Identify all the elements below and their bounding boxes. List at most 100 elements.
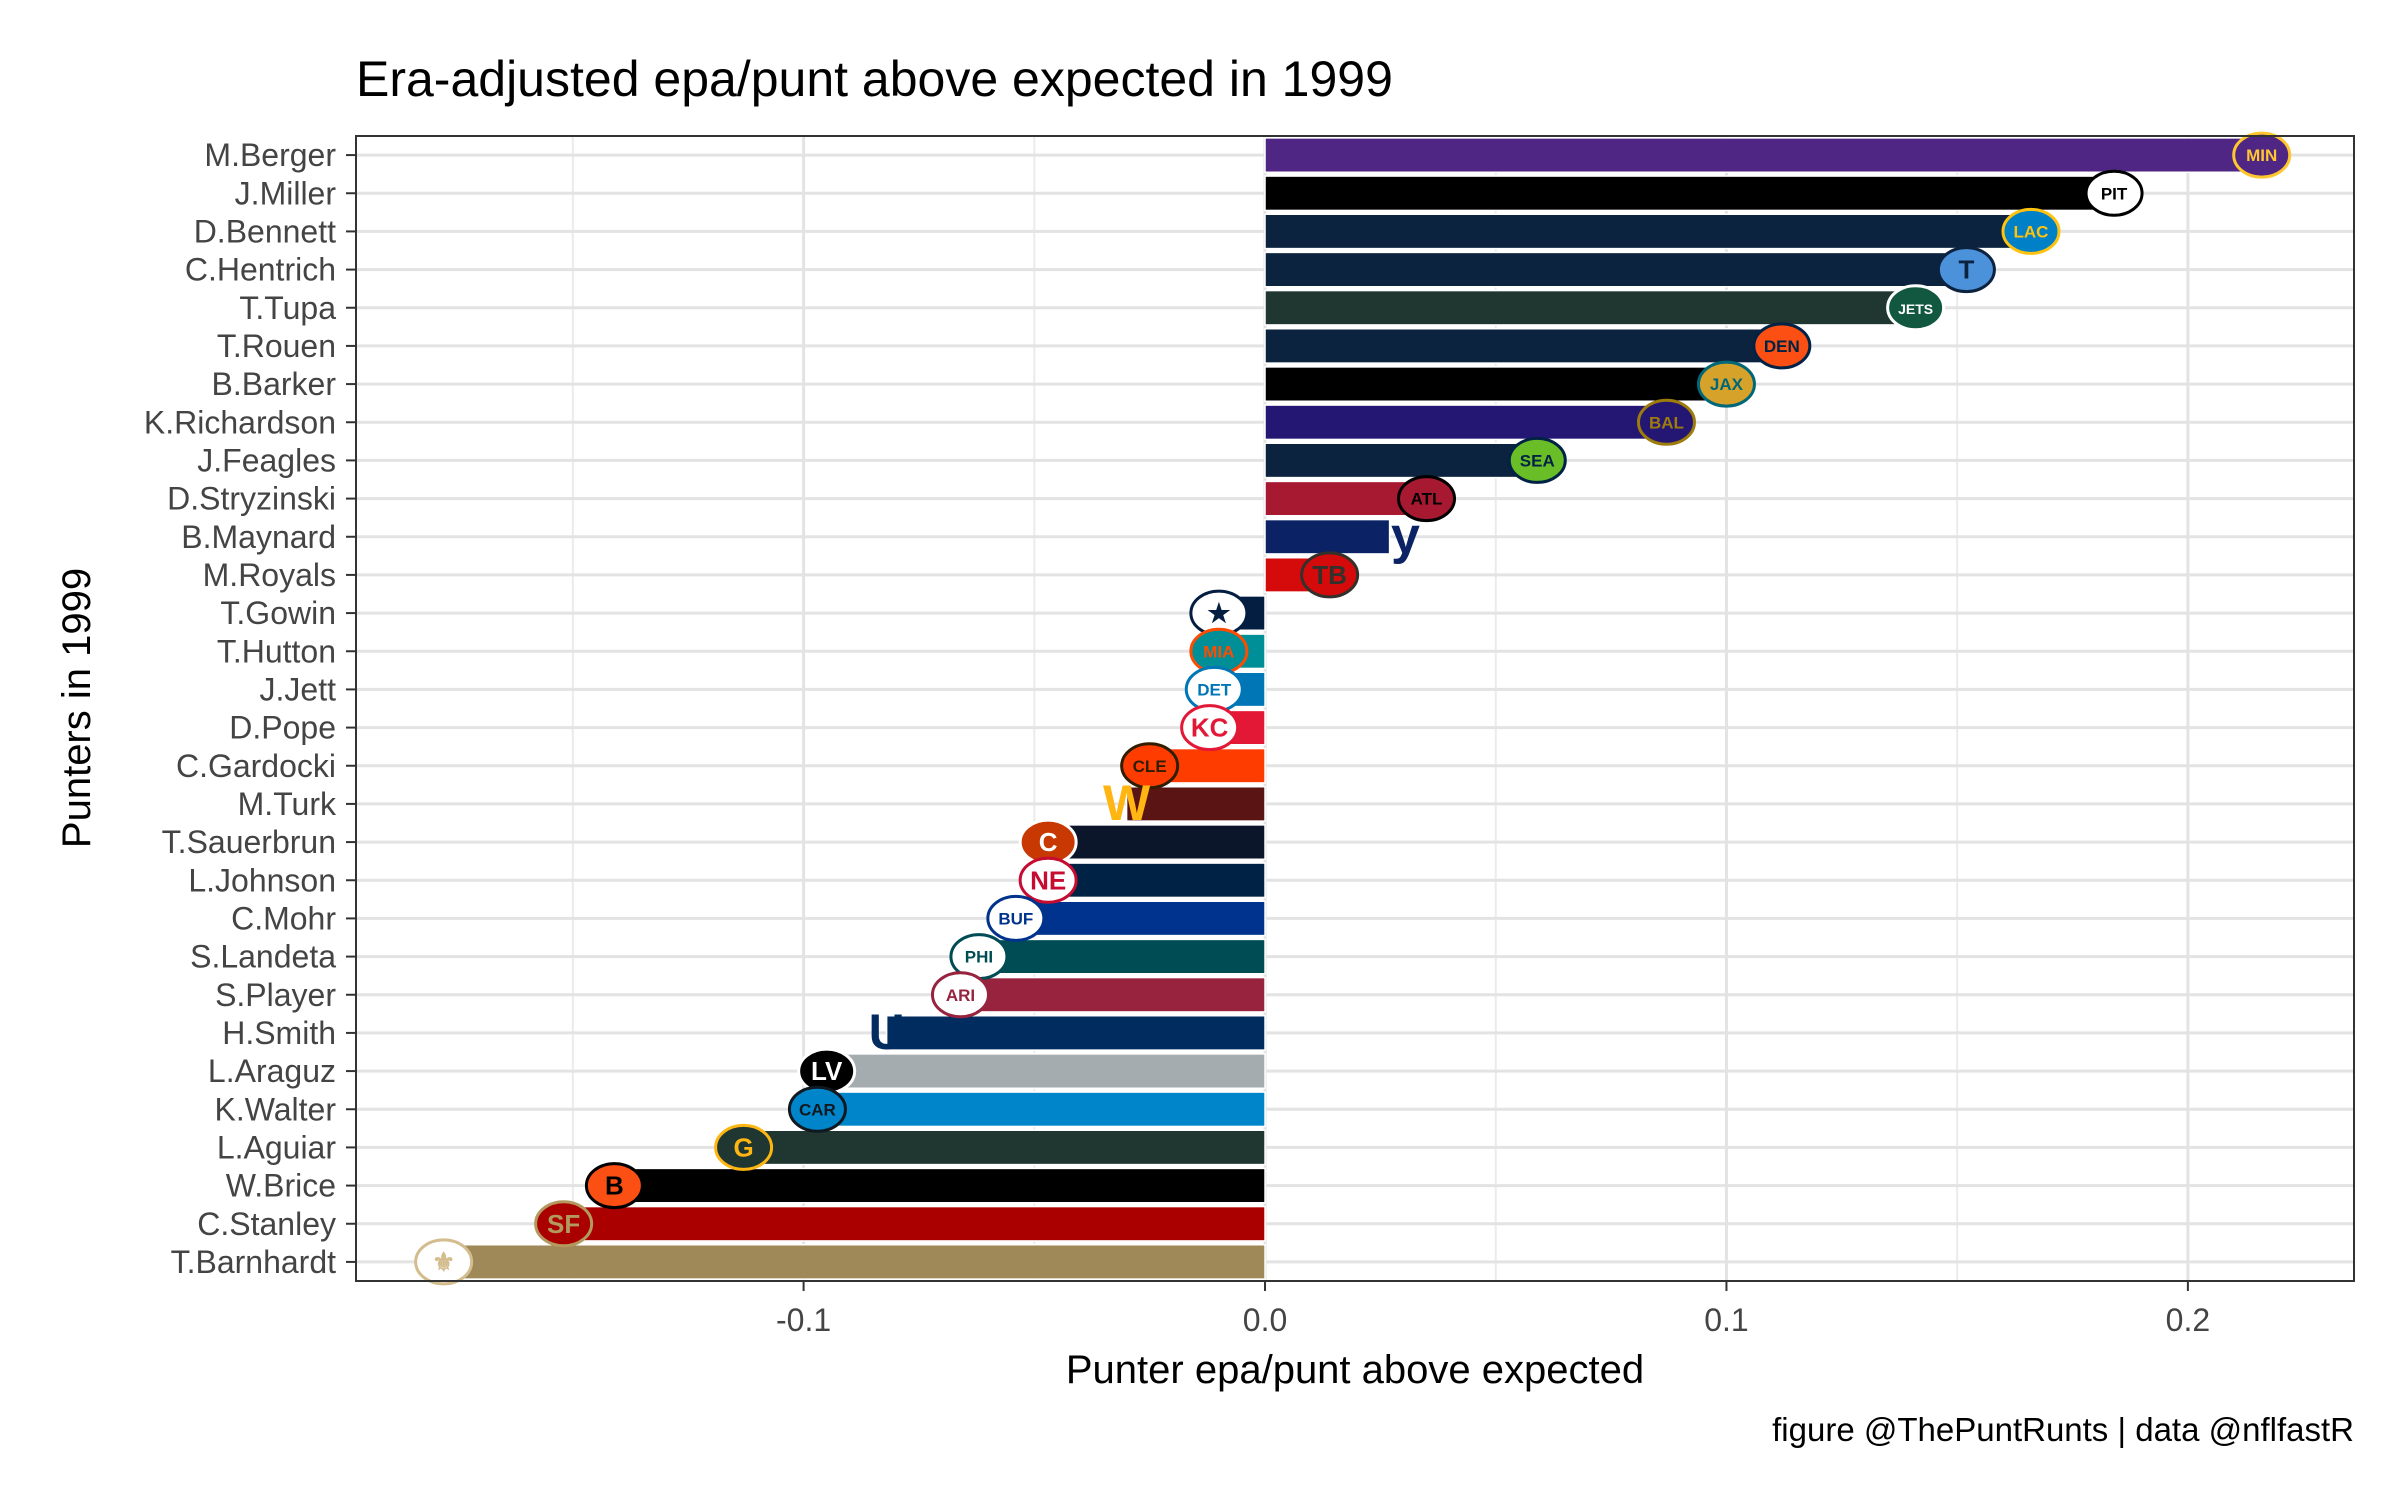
svg-text:SF: SF bbox=[547, 1209, 580, 1239]
y-tick-label: M.Royals bbox=[203, 557, 336, 593]
svg-text:TB: TB bbox=[1312, 560, 1347, 590]
svg-text:ny: ny bbox=[1359, 507, 1420, 565]
lions-logo-icon: DET bbox=[1184, 665, 1244, 713]
y-tick-label: S.Landeta bbox=[190, 939, 336, 975]
bills-logo-icon: BUF bbox=[986, 894, 1046, 942]
bar-k-walter bbox=[816, 1091, 1266, 1128]
bar-t-barnhardt bbox=[442, 1243, 1266, 1280]
svg-text:JETS: JETS bbox=[1898, 301, 1933, 317]
bears-logo-icon: C bbox=[1018, 818, 1078, 866]
svg-text:T: T bbox=[1958, 255, 1974, 285]
svg-text:BAL: BAL bbox=[1649, 413, 1684, 432]
y-tick-label: T.Barnhardt bbox=[171, 1244, 337, 1280]
bar-c-stanley bbox=[562, 1205, 1266, 1242]
y-tick-label: C.Stanley bbox=[197, 1206, 336, 1242]
plot-border bbox=[355, 135, 2355, 1282]
svg-text:NE: NE bbox=[1030, 865, 1066, 895]
steelers-logo-icon: PIT bbox=[2084, 169, 2144, 217]
bar-s-landeta bbox=[978, 938, 1266, 975]
svg-text:ATL: ATL bbox=[1411, 490, 1443, 509]
panthers-logo-icon: CAR bbox=[787, 1085, 847, 1133]
x-tick-label: 0.0 bbox=[1243, 1302, 1287, 1338]
bars-group bbox=[442, 137, 2263, 1280]
buccaneers-logo-icon: TB bbox=[1300, 551, 1360, 599]
browns-logo-icon: CLE bbox=[1120, 742, 1180, 790]
y-tick-label: J.Miller bbox=[235, 175, 337, 211]
svg-text:W: W bbox=[1103, 775, 1151, 831]
bengals-logo-icon: B bbox=[584, 1162, 644, 1210]
vikings-logo-icon: MIN bbox=[2232, 131, 2292, 179]
svg-text:DEN: DEN bbox=[1764, 337, 1800, 356]
bar-t-rouen bbox=[1264, 327, 1783, 364]
bar-d-bennett bbox=[1264, 213, 2032, 250]
chart-title: Era-adjusted epa/punt above expected in … bbox=[356, 51, 1393, 107]
jets-logo-icon: JETS bbox=[1886, 284, 1946, 332]
svg-text:CAR: CAR bbox=[799, 1100, 836, 1119]
plot-background bbox=[356, 136, 2354, 1281]
broncos-logo-icon: DEN bbox=[1752, 322, 1812, 370]
svg-text:PHI: PHI bbox=[965, 948, 993, 967]
jaguars-logo-icon: JAX bbox=[1696, 360, 1756, 408]
bar-m-turk bbox=[1125, 785, 1266, 822]
y-tick-label: K.Walter bbox=[215, 1091, 337, 1127]
seahawks-logo-icon: SEA bbox=[1507, 436, 1567, 484]
svg-text:BUF: BUF bbox=[998, 909, 1033, 928]
y-tick-label: J.Feagles bbox=[197, 442, 336, 478]
x-tick-label: 0.1 bbox=[1704, 1302, 1748, 1338]
bar-l-araguz bbox=[825, 1053, 1266, 1090]
svg-text:CLE: CLE bbox=[1133, 757, 1167, 776]
y-tick-label: C.Hentrich bbox=[185, 252, 336, 288]
bar-t-tupa bbox=[1264, 289, 1917, 326]
chargers-logo-icon: LAC bbox=[2001, 207, 2061, 255]
y-tick-label: L.Araguz bbox=[208, 1053, 336, 1089]
y-tick-label: D.Bennett bbox=[194, 213, 336, 249]
bar-k-richardson bbox=[1264, 404, 1668, 441]
x-tick-label: 0.2 bbox=[2166, 1302, 2210, 1338]
bar-c-mohr bbox=[1015, 900, 1266, 937]
saints-logo-icon: ⚜ bbox=[414, 1238, 474, 1286]
bar-j-miller bbox=[1264, 175, 2115, 212]
svg-text:DET: DET bbox=[1197, 680, 1232, 699]
svg-text:KC: KC bbox=[1191, 713, 1229, 743]
bar-w-brice bbox=[613, 1167, 1266, 1204]
y-tick-label: M.Turk bbox=[238, 786, 337, 822]
svg-text:JAX: JAX bbox=[1710, 375, 1744, 394]
49ers-logo-icon: SF bbox=[534, 1200, 594, 1248]
svg-text:U: U bbox=[869, 1004, 905, 1060]
y-axis: M.BergerJ.MillerD.BennettC.HentrichT.Tup… bbox=[144, 137, 356, 1280]
svg-text:LV: LV bbox=[811, 1056, 843, 1086]
x-axis: -0.1 0.0 0.1 0.2 bbox=[776, 1281, 2210, 1338]
x-tick-label: -0.1 bbox=[776, 1302, 831, 1338]
y-tick-label: T.Tupa bbox=[239, 290, 336, 326]
svg-text:MIA: MIA bbox=[1203, 642, 1234, 661]
svg-text:★: ★ bbox=[1207, 598, 1231, 628]
y-tick-label: H.Smith bbox=[222, 1015, 336, 1051]
svg-text:G: G bbox=[733, 1132, 753, 1162]
bar-c-hentrich bbox=[1264, 251, 1968, 288]
y-tick-label: B.Maynard bbox=[181, 519, 336, 555]
titans-logo-icon: T bbox=[1936, 246, 1996, 294]
y-tick-label: S.Player bbox=[215, 977, 336, 1013]
y-tick-label: T.Gowin bbox=[220, 595, 336, 631]
patriots-logo-icon: NE bbox=[1018, 856, 1078, 904]
svg-text:ARI: ARI bbox=[946, 986, 975, 1005]
svg-text:SEA: SEA bbox=[1520, 451, 1555, 470]
commanders-logo-icon: W bbox=[1103, 775, 1151, 831]
y-tick-label: T.Sauerbrun bbox=[162, 824, 336, 860]
packers-logo-icon: G bbox=[714, 1123, 774, 1171]
y-tick-label: L.Johnson bbox=[188, 862, 336, 898]
y-tick-label: M.Berger bbox=[204, 137, 336, 173]
bar-b-maynard bbox=[1264, 518, 1391, 555]
chiefs-logo-icon: KC bbox=[1180, 704, 1240, 752]
dolphins-logo-icon: MIA bbox=[1189, 627, 1249, 675]
svg-text:C: C bbox=[1039, 827, 1058, 857]
giants-logo-icon: ny bbox=[1359, 507, 1420, 565]
y-tick-label: D.Pope bbox=[229, 710, 336, 746]
bar-b-barker bbox=[1264, 366, 1728, 403]
svg-text:⚜: ⚜ bbox=[432, 1247, 455, 1277]
colts-logo-icon: U bbox=[869, 1004, 905, 1060]
y-tick-label: L.Aguiar bbox=[217, 1129, 337, 1165]
ravens-logo-icon: BAL bbox=[1636, 398, 1696, 446]
